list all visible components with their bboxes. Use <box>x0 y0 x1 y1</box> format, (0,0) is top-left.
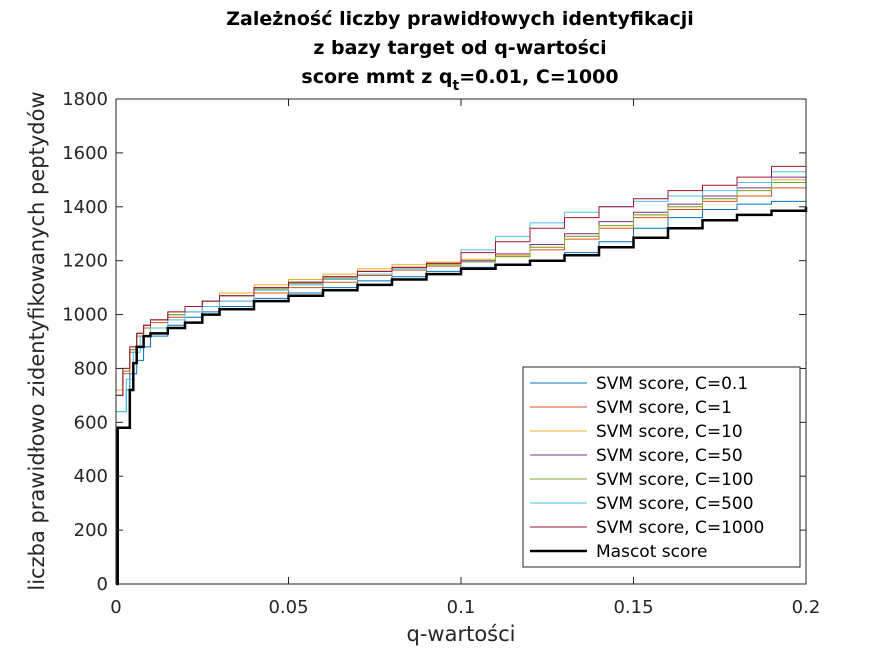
y-tick-label: 1800 <box>62 89 108 110</box>
y-axis-label: liczba prawidłowo zidentyfikowanych pept… <box>25 91 49 590</box>
plot-series-group <box>116 152 808 586</box>
legend-label: SVM score, C=10 <box>596 422 743 442</box>
legend: SVM score, C=0.1 SVM score, C=1 SVM score,… <box>522 366 801 568</box>
x-tick-label: 0.15 <box>613 597 653 618</box>
y-tick-label: 1200 <box>62 251 108 272</box>
x-tick-label: 0.1 <box>447 597 476 618</box>
legend-label: SVM score, C=50 <box>596 446 743 466</box>
y-tick-label: 600 <box>74 412 108 433</box>
series-line-4 <box>116 169 807 396</box>
y-tick-label: 1400 <box>62 197 108 218</box>
y-tick-label: 1000 <box>62 305 108 326</box>
x-axis-label: q-wartości <box>407 622 516 646</box>
legend-label: SVM score, C=100 <box>596 470 754 490</box>
axis-ticks-group: 0 0.05 0.1 0.15 0.2 0 200 400 600 800 1000 1200 1400… <box>62 89 820 618</box>
x-tick-label: 0.2 <box>792 597 821 618</box>
y-tick-label: 400 <box>74 466 108 487</box>
series-line-6 <box>116 152 807 396</box>
legend-label: SVM score, C=1 <box>596 398 732 418</box>
legend-label: SVM score, C=500 <box>596 494 754 514</box>
legend-label: SVM score, C=0.1 <box>596 374 748 394</box>
y-tick-label: 0 <box>97 574 108 595</box>
chart-title-line-1: Zależność liczby prawidłowych identyfika… <box>226 8 694 30</box>
chart-title-line-2: z bazy target od q-wartości <box>313 37 606 59</box>
y-tick-label: 200 <box>74 520 108 541</box>
legend-box <box>522 366 801 568</box>
chart-subtitle: score mmt z qt=0.01, C=1000 <box>301 66 618 94</box>
legend-label: SVM score, C=1000 <box>596 518 764 538</box>
x-tick-label: 0.05 <box>268 597 308 618</box>
y-tick-label: 800 <box>74 358 108 379</box>
x-tick-label: 0 <box>110 597 121 618</box>
legend-label: Mascot score <box>596 542 707 562</box>
series-line-1 <box>116 174 807 396</box>
y-tick-label: 1600 <box>62 143 108 164</box>
series-line-7 <box>116 206 808 586</box>
